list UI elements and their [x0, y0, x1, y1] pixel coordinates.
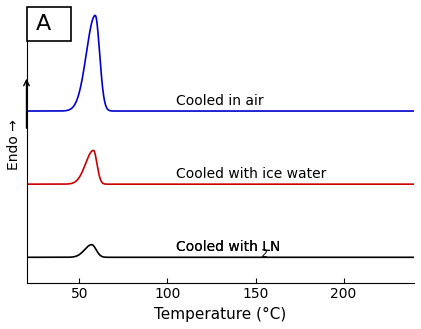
X-axis label: Temperature (°C): Temperature (°C) [154, 307, 286, 322]
Text: Cooled with LN: Cooled with LN [176, 240, 281, 254]
Text: Cooled in air: Cooled in air [176, 94, 264, 108]
Text: 2: 2 [260, 249, 267, 259]
Text: Cooled with LN: Cooled with LN [176, 240, 281, 254]
Text: Cooled with ice water: Cooled with ice water [176, 167, 327, 181]
Text: A: A [36, 14, 51, 34]
FancyBboxPatch shape [27, 7, 71, 41]
Y-axis label: Endo →: Endo → [7, 119, 21, 170]
